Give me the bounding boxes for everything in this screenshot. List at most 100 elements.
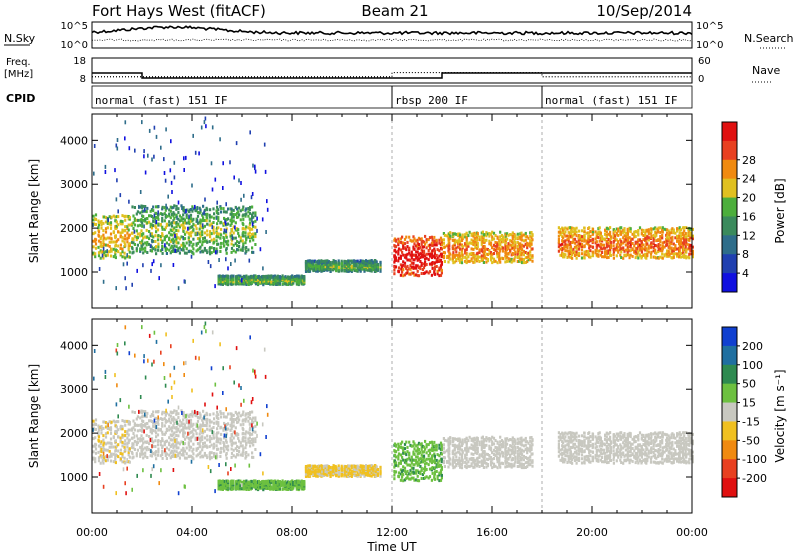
power-cell (159, 249, 162, 253)
power-cell (465, 232, 468, 236)
power-cell (417, 253, 421, 257)
velocity-cell (272, 479, 275, 483)
velocity-cell (191, 424, 194, 428)
power-cell (189, 208, 193, 211)
power-cell (397, 249, 400, 253)
velocity-cell (169, 427, 172, 431)
power-cell (236, 280, 239, 284)
power-cell (678, 244, 681, 248)
power-cell (575, 240, 578, 244)
power-cell (156, 248, 160, 252)
velocity-cell (252, 440, 255, 443)
velocity-cell (196, 426, 200, 430)
power-cell (195, 227, 198, 231)
power-cell (489, 243, 493, 247)
power-cell (144, 249, 147, 253)
power-cell (492, 248, 496, 251)
power-cell (187, 238, 190, 242)
power-cell (397, 252, 400, 256)
power-cell (617, 227, 620, 231)
velocity-cell (150, 454, 154, 458)
power-cell (595, 240, 598, 244)
power-cell (483, 239, 486, 242)
power-cell (465, 257, 468, 261)
velocity-cell (132, 446, 135, 450)
power-speckle (116, 138, 119, 142)
power-cell (353, 259, 356, 263)
power-cell (405, 271, 408, 275)
power-cell (310, 259, 314, 263)
power-cell (438, 249, 441, 253)
velocity-cell (99, 461, 102, 465)
power-cell (475, 246, 479, 250)
power-cell (629, 230, 632, 234)
power-cell (516, 250, 519, 254)
velocity-cell (182, 412, 185, 416)
velocity-cell (183, 423, 187, 427)
power-cell (254, 243, 257, 246)
power-cell (304, 270, 308, 273)
velocity-cell (140, 434, 143, 438)
power-cell (94, 246, 98, 250)
power-cell (464, 259, 467, 263)
power-cell (202, 204, 205, 208)
velocity-cell (203, 453, 206, 457)
power-cell (494, 259, 497, 263)
power-speckle (249, 130, 251, 135)
velocity-cell (172, 419, 175, 423)
power-cell (94, 252, 97, 256)
power-cell (638, 246, 642, 250)
velocity-cell (238, 484, 241, 488)
power-cell (152, 235, 155, 239)
velocity-cell (223, 421, 226, 425)
power-speckle (157, 210, 159, 215)
velocity-cell (123, 456, 126, 460)
power-cell (580, 229, 584, 233)
power-cell (238, 234, 241, 238)
velocity-cell (254, 485, 258, 489)
velocity-cell (104, 432, 108, 436)
velocity-cell (201, 438, 204, 442)
power-speckle (164, 178, 167, 183)
power-cell (379, 269, 382, 273)
power-cell (242, 217, 245, 221)
power-cell (397, 256, 401, 260)
velocity-cell (321, 470, 324, 474)
power-cell (685, 256, 688, 260)
power-cell (633, 244, 636, 248)
power-cell (173, 226, 176, 230)
power-cell (100, 245, 103, 249)
power-cell (597, 243, 600, 247)
power-cell (626, 227, 629, 231)
velocity-cell (212, 412, 215, 416)
power-cell (251, 213, 254, 217)
velocity-cell (121, 440, 124, 444)
power-speckle (164, 243, 166, 248)
power-cell (478, 251, 481, 254)
power-cell (475, 235, 479, 239)
power-speckle (225, 257, 227, 262)
power-cell (232, 274, 235, 278)
power-cell (572, 226, 575, 230)
power-cell (688, 256, 691, 260)
power-cell (472, 247, 475, 251)
power-speckle (122, 262, 125, 267)
power-cell (572, 233, 575, 237)
velocity-cell (159, 417, 162, 421)
power-speckle (128, 146, 131, 151)
power-cell (198, 227, 201, 231)
power-cell (633, 235, 636, 239)
power-cell (219, 274, 223, 278)
velocity-cell (241, 413, 244, 417)
power-cell (108, 221, 111, 225)
power-cell (661, 230, 664, 234)
power-cell (666, 239, 669, 243)
power-cell (326, 260, 329, 264)
power-cell (110, 247, 113, 251)
power-cell (225, 223, 228, 226)
power-speckle (231, 236, 234, 241)
velocity-cell (139, 439, 142, 443)
noise-sky-trace (91, 25, 693, 36)
power-speckle (234, 225, 236, 230)
power-cell (511, 231, 514, 235)
